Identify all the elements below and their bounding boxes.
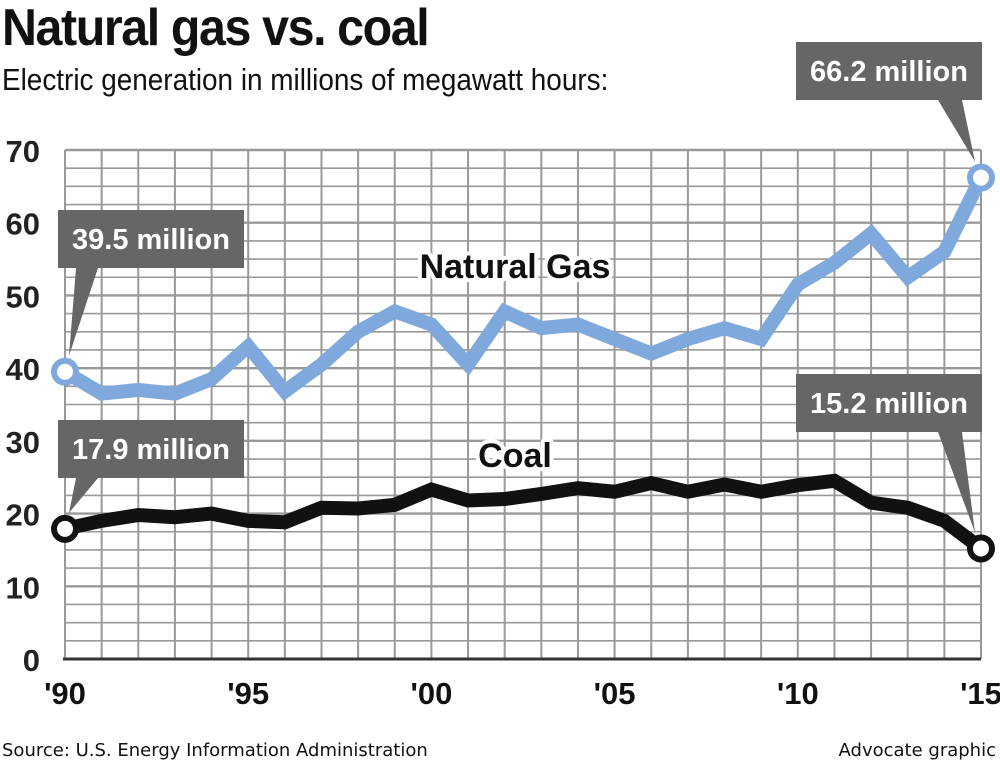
- callout-pointer: [938, 100, 975, 162]
- callout-box: [58, 210, 244, 268]
- y-tick-label: 20: [6, 498, 40, 533]
- callout-box: [796, 42, 982, 100]
- callout: 39.5 million: [51, 210, 244, 386]
- callout-label: 15.2 million: [810, 388, 968, 420]
- chart-subtitle: Electric generation in millions of megaw…: [2, 62, 609, 97]
- data-point-marker: [967, 163, 995, 192]
- series-lines: [61, 174, 988, 555]
- callout: 17.9 million: [51, 420, 244, 543]
- x-tick-label: '10: [777, 676, 819, 711]
- callout-pointer: [938, 432, 975, 533]
- callout-label: 17.9 million: [72, 434, 230, 466]
- x-tick-label: '05: [594, 676, 636, 711]
- y-axis: 0 10 20 30 40 50 60 70: [6, 134, 40, 678]
- coal-line: [63, 473, 986, 555]
- x-axis: '90 '95 '00 '05 '10 '15: [44, 676, 1000, 711]
- callout-label: 39.5 million: [72, 224, 230, 256]
- natural-gas-line: [61, 174, 988, 401]
- y-tick-label: 30: [6, 425, 40, 460]
- series-labels: Natural Gas Coal: [416, 244, 615, 479]
- x-tick-label: '90: [44, 676, 86, 711]
- callout: 15.2 million: [796, 374, 995, 563]
- line-chart: 0 10 20 30 40 50 60 70 '90 '95 '00 '05 '10 '15 Natur…: [6, 42, 1000, 711]
- callout-box: [58, 420, 244, 478]
- data-point-marker: [51, 514, 79, 543]
- natural-gas-label: Natural Gas: [420, 248, 611, 286]
- callout: 66.2 million: [796, 42, 995, 192]
- callout-pointer: [69, 478, 98, 513]
- x-tick-label: '00: [410, 676, 452, 711]
- y-tick-label: 10: [6, 570, 40, 605]
- callout-pointer: [69, 268, 98, 356]
- y-tick-label: 0: [23, 643, 40, 678]
- y-tick-label: 60: [6, 207, 40, 242]
- data-point-marker: [51, 357, 79, 386]
- y-tick-label: 40: [6, 352, 40, 387]
- x-tick-label: '15: [960, 676, 1000, 711]
- callout-label: 66.2 million: [810, 56, 968, 88]
- callout-box: [796, 374, 982, 432]
- coal-label: Coal: [478, 437, 552, 475]
- callouts: 39.5 million 66.2 million 17.9 million 15.2…: [51, 42, 995, 563]
- source-note: Source: U.S. Energy Information Administ…: [2, 740, 428, 761]
- credit-note: Advocate graphic: [838, 740, 996, 761]
- chart-title: Natural gas vs. coal: [2, 0, 430, 57]
- x-tick-label: '95: [227, 676, 269, 711]
- y-tick-label: 50: [6, 279, 40, 314]
- data-point-marker: [967, 534, 995, 563]
- y-tick-label: 70: [6, 134, 40, 169]
